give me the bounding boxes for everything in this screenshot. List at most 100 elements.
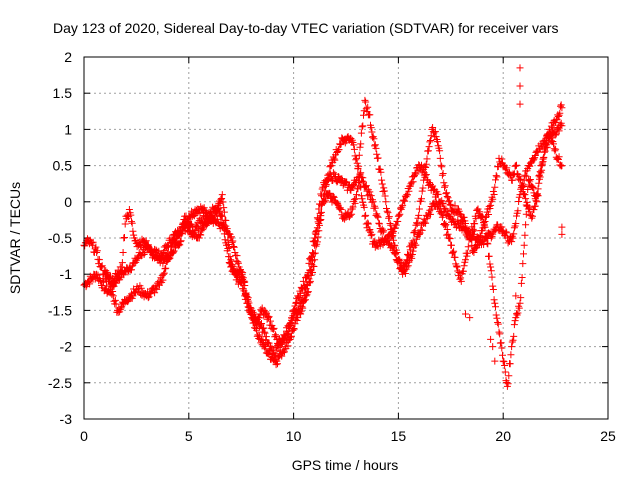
data-point — [369, 198, 377, 206]
data-point-sample — [330, 193, 338, 201]
data-point-sample — [496, 330, 504, 338]
y-tick-label: 1.5 — [53, 85, 73, 101]
data-point-sample — [378, 225, 386, 233]
data-point-sample — [524, 186, 532, 193]
data-point-sample — [204, 219, 212, 227]
data-point-sample — [349, 203, 357, 211]
data-point-sample — [424, 147, 432, 155]
data-point-sample — [93, 247, 101, 255]
data-point-sample — [557, 161, 564, 169]
data-point-sample — [282, 334, 290, 342]
data-point-sample — [486, 260, 494, 268]
data-point-sample — [364, 220, 372, 228]
data-point-sample — [371, 204, 379, 212]
data-point-sample — [98, 262, 106, 270]
data-point — [512, 292, 520, 300]
data-point-sample — [357, 192, 365, 200]
data-point-sample — [531, 202, 539, 210]
data-point-sample — [552, 145, 560, 153]
data-point — [357, 140, 365, 148]
data-point — [487, 263, 495, 271]
data-point-sample — [511, 317, 519, 325]
data-point — [474, 241, 482, 249]
data-point — [436, 205, 444, 213]
data-point-sample — [521, 231, 529, 239]
y-tick-label: 0.5 — [53, 158, 73, 174]
data-point — [93, 270, 101, 278]
data-point-sample — [497, 339, 505, 347]
data-point-sample — [542, 140, 550, 148]
data-point-sample — [427, 210, 434, 218]
data-point-sample — [313, 227, 321, 235]
data-point-sample — [233, 252, 241, 260]
data-point-sample — [117, 268, 125, 276]
data-point-sample — [301, 282, 309, 289]
data-point-sample — [464, 243, 472, 251]
data-point-sample — [390, 244, 397, 252]
data-point — [109, 292, 117, 300]
data-point-sample — [441, 222, 449, 230]
data-point-sample — [518, 274, 526, 281]
data-point — [516, 176, 524, 184]
data-point-sample — [466, 233, 474, 241]
data-point-sample — [337, 140, 345, 148]
data-point-sample — [460, 213, 468, 221]
data-point-sample — [404, 191, 411, 199]
data-point-sample — [360, 203, 368, 211]
data-point-sample — [409, 178, 417, 186]
data-point-sample — [441, 182, 449, 190]
data-point-sample — [254, 331, 262, 339]
data-point-sample — [463, 225, 471, 232]
data-point-sample — [300, 296, 308, 304]
data-point-sample — [353, 159, 361, 167]
data-point-sample — [556, 109, 564, 117]
data-point — [482, 234, 490, 242]
data-point-sample — [357, 129, 365, 137]
grid — [84, 57, 608, 419]
data-point — [118, 303, 126, 311]
data-point-sample — [117, 304, 125, 312]
data-point-sample — [225, 241, 233, 248]
data-point-sample — [274, 360, 281, 368]
data-point — [558, 122, 566, 130]
data-point-sample — [445, 197, 453, 205]
data-point-sample — [81, 242, 89, 250]
data-point — [302, 292, 310, 300]
data-point-sample — [179, 221, 187, 229]
data-point-sample — [364, 103, 372, 111]
data-point-sample — [267, 317, 274, 325]
data-point-sample — [220, 208, 228, 216]
data-point-sample — [482, 233, 490, 241]
data-point-sample — [481, 223, 489, 231]
data-point-sample — [503, 379, 511, 386]
data-point-sample — [522, 210, 530, 218]
data-point — [315, 205, 323, 213]
series-outliers — [462, 64, 566, 365]
data-point-sample — [502, 228, 510, 236]
data-point-sample — [308, 252, 316, 260]
data-point-sample — [376, 220, 383, 228]
data-point-sample — [288, 332, 295, 340]
data-point-sample — [296, 307, 304, 315]
data-point — [357, 169, 365, 177]
data-point — [361, 212, 369, 220]
data-point-sample — [94, 271, 102, 279]
data-point-sample — [427, 137, 434, 144]
data-point-sample — [429, 186, 437, 194]
data-point-sample — [551, 147, 559, 155]
data-point-sample — [162, 264, 170, 272]
data-point-sample — [128, 218, 135, 226]
data-point-sample — [367, 124, 375, 132]
data-point-sample — [270, 324, 278, 332]
data-point-sample — [322, 197, 330, 205]
data-point-sample — [405, 187, 413, 195]
data-point-sample — [178, 229, 186, 237]
data-point-sample — [488, 273, 496, 281]
data-point-sample — [244, 297, 252, 305]
data-point — [415, 205, 423, 213]
data-point-sample — [278, 352, 286, 360]
data-point-sample — [422, 219, 430, 227]
data-point-sample — [89, 238, 97, 246]
x-tick-label: 5 — [185, 428, 193, 444]
data-point-sample — [109, 288, 117, 295]
